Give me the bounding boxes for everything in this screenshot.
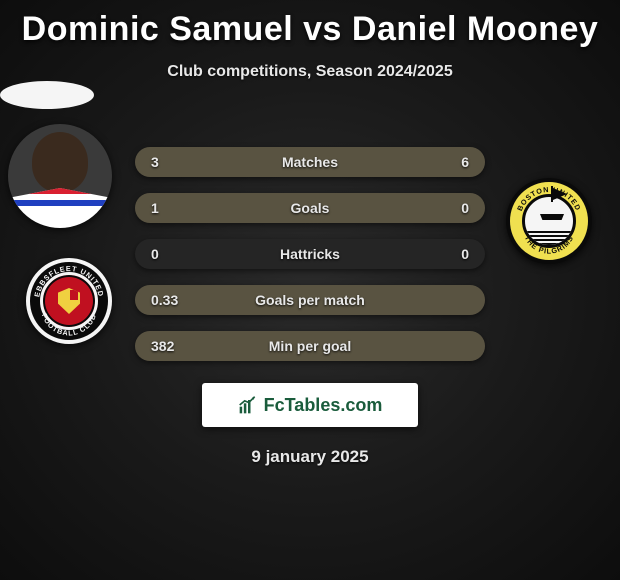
stat-label: Goals per match <box>255 292 365 308</box>
stat-row: 0.33 Goals per match <box>135 285 485 315</box>
stat-label: Min per goal <box>269 338 351 354</box>
stat-value-right: 6 <box>461 154 469 170</box>
svg-text:THE PILGRIMS: THE PILGRIMS <box>523 234 576 256</box>
player-head <box>32 132 88 192</box>
stat-value-left: 1 <box>151 200 159 216</box>
page-title: Dominic Samuel vs Daniel Mooney <box>0 0 620 49</box>
brand-label: FcTables.com <box>264 395 383 416</box>
stat-value-left: 0.33 <box>151 292 178 308</box>
stat-value-left: 0 <box>151 246 159 262</box>
date-label: 9 january 2025 <box>0 447 620 467</box>
stat-row: 0 Hattricks 0 <box>135 239 485 269</box>
player-right-photo <box>0 81 94 109</box>
chart-icon <box>238 395 258 415</box>
stat-value-left: 3 <box>151 154 159 170</box>
stat-value-right: 0 <box>461 246 469 262</box>
stat-row: 1 Goals 0 <box>135 193 485 223</box>
boston-mast-icon <box>551 186 553 202</box>
stat-value-left: 382 <box>151 338 174 354</box>
brand-box: FcTables.com <box>202 383 418 427</box>
stat-value-right: 0 <box>461 200 469 216</box>
stat-label: Matches <box>282 154 338 170</box>
boston-ring-icon: BOSTON UNITED THE PILGRIMS <box>510 182 588 260</box>
club-badge-right: BOSTON UNITED THE PILGRIMS <box>506 178 592 264</box>
player-left-photo <box>8 124 112 228</box>
stat-label: Goals <box>291 200 330 216</box>
club-badge-left: EBBSFLEET UNITED FOOTBALL CLUB <box>26 258 112 344</box>
subtitle: Club competitions, Season 2024/2025 <box>0 63 620 81</box>
player-jersey <box>8 188 112 228</box>
svg-text:FOOTBALL CLUB: FOOTBALL CLUB <box>40 312 98 337</box>
stat-row: 3 Matches 6 <box>135 147 485 177</box>
stat-label: Hattricks <box>280 246 340 262</box>
stat-row: 382 Min per goal <box>135 331 485 361</box>
svg-text:BOSTON UNITED: BOSTON UNITED <box>515 185 583 212</box>
